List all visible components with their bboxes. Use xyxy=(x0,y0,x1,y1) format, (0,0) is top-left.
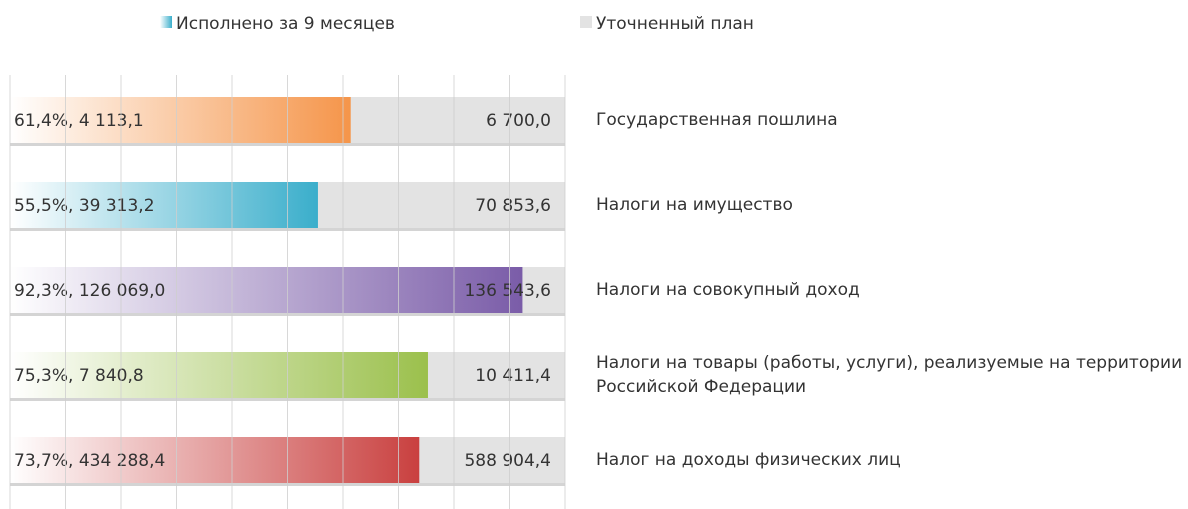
executed-bar xyxy=(10,437,420,483)
plan-label: 6 700,0 xyxy=(486,111,551,131)
executed-label: 55,5%, 39 313,2 xyxy=(14,196,155,216)
category-label: Налоги на имущество xyxy=(596,195,793,215)
plan-label: 136 543,6 xyxy=(464,281,551,301)
category-label: Налоги на совокупный доход xyxy=(596,280,860,300)
plan-label: 70 853,6 xyxy=(475,196,551,216)
legend-marker xyxy=(160,16,172,28)
legend-label: Исполнено за 9 месяцев xyxy=(176,14,395,34)
category-label: Налог на доходы физических лиц xyxy=(596,450,901,470)
legend-label: Уточненный план xyxy=(596,14,754,34)
executed-bar xyxy=(10,182,318,228)
executed-bar xyxy=(10,97,351,143)
executed-bar xyxy=(10,267,523,313)
executed-label: 73,7%, 434 288,4 xyxy=(14,451,165,471)
plan-label: 588 904,4 xyxy=(464,451,551,471)
executed-label: 75,3%, 7 840,8 xyxy=(14,366,144,386)
executed-label: 92,3%, 126 069,0 xyxy=(14,281,165,301)
executed-bar xyxy=(10,352,428,398)
category-label: Государственная пошлина xyxy=(596,110,838,130)
plan-label: 10 411,4 xyxy=(475,366,551,386)
category-label: Налоги на товары (работы, услуги), реали… xyxy=(596,353,1183,397)
legend-marker xyxy=(580,16,592,28)
executed-label: 61,4%, 4 113,1 xyxy=(14,111,144,131)
